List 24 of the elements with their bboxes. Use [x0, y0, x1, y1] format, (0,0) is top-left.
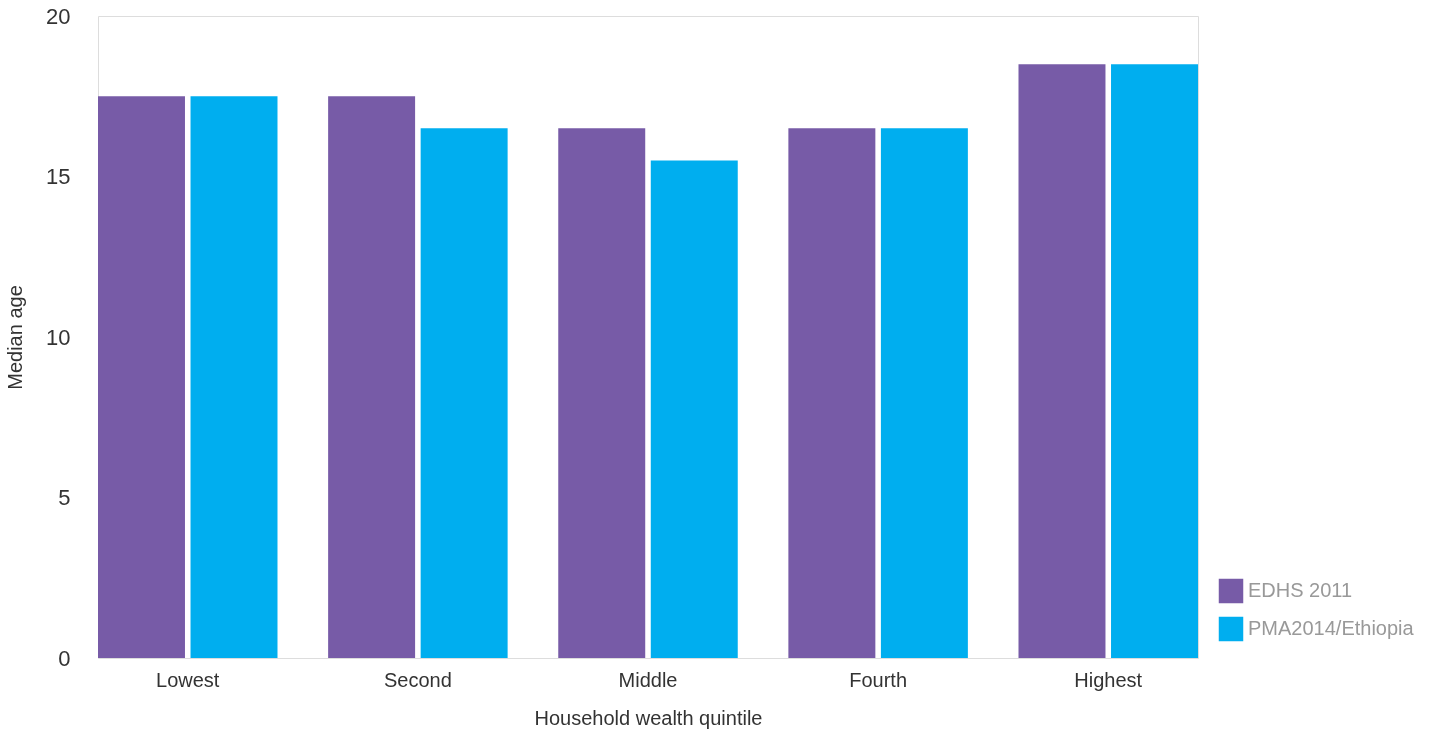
- x-tick-label: Highest: [1074, 668, 1143, 691]
- bar: [328, 96, 416, 658]
- bar: [880, 128, 968, 658]
- legend-label: EDHS 2011: [1248, 579, 1353, 601]
- x-tick-label: Fourth: [849, 668, 908, 691]
- bar: [788, 128, 876, 658]
- x-tick-label: Second: [383, 668, 452, 691]
- x-tick-label: Lowest: [156, 668, 220, 691]
- y-tick-label: 20: [46, 3, 71, 29]
- bar: [650, 160, 738, 658]
- y-tick-label: 10: [46, 324, 71, 350]
- bar: [1111, 64, 1198, 658]
- x-axis-title: Household wealth quintile: [534, 706, 763, 729]
- x-tick-label: Middle: [618, 668, 678, 691]
- y-tick-label: 15: [46, 164, 71, 189]
- legend-label: PMA2014/Ethiopia: [1248, 617, 1415, 639]
- bar: [190, 96, 278, 658]
- bar: [1018, 64, 1106, 658]
- bar: [558, 128, 646, 658]
- bar: [98, 96, 185, 658]
- y-tick-label: 0: [58, 645, 71, 671]
- y-tick-label: 5: [58, 485, 71, 510]
- bar: [420, 128, 508, 658]
- y-axis-title: Median age: [4, 285, 27, 390]
